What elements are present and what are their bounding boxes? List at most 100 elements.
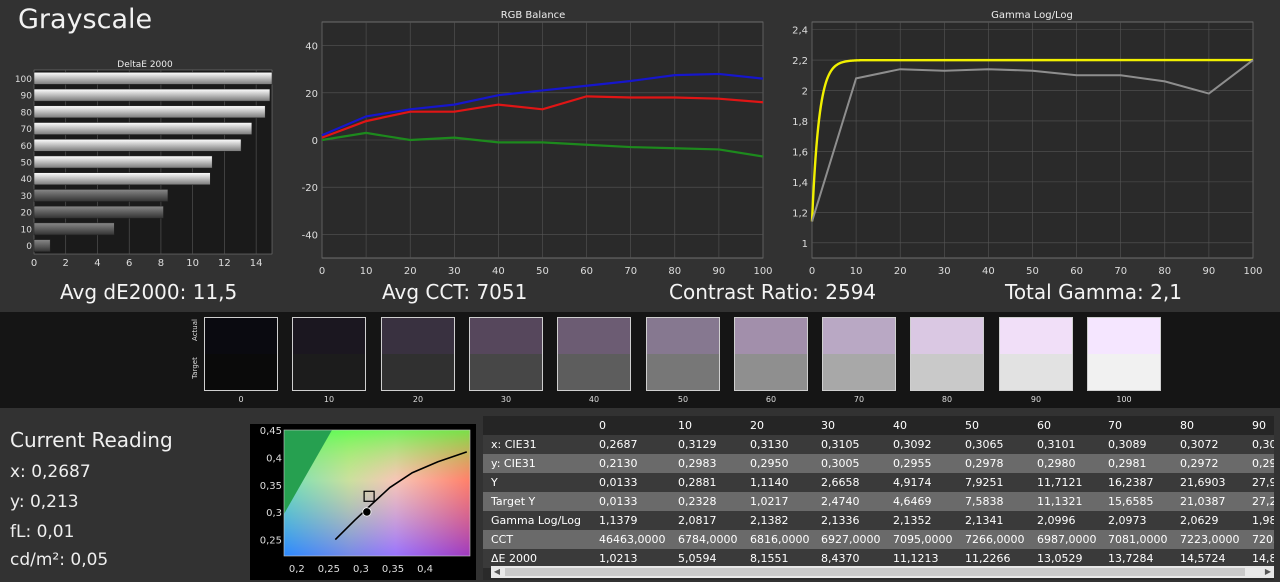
cie-green-region <box>284 430 332 514</box>
column-header: 0 <box>591 416 670 435</box>
table-row: x: CIE31 0,2687 0,3129 0,3130 0,3105 0,3092 0,… <box>483 435 1274 454</box>
y-tick-label: -20 <box>302 183 318 194</box>
table-cell: 1,0213 <box>591 549 670 568</box>
measurement-table: 0102030405060708090100x: CIE310,26870,31… <box>483 416 1274 580</box>
x-tick-label: 0,25 <box>318 564 340 575</box>
table-cell: 11,7121 <box>1029 473 1100 492</box>
column-header: 10 <box>670 416 742 435</box>
table-cell: 46463,0000 <box>591 530 670 549</box>
bar-30 <box>33 189 169 202</box>
y-tick-label: -40 <box>302 230 318 241</box>
x-tick-label: 0,2 <box>289 564 305 575</box>
table-cell: 14,8677 <box>1244 549 1274 568</box>
bar-70 <box>33 122 253 135</box>
table-cell: 0,3092 <box>885 435 957 454</box>
table-cell: 27,9231 <box>1244 473 1274 492</box>
swatch-40 <box>557 317 631 391</box>
table-row: Gamma Log/Log 1,1379 2,0817 2,1382 2,1336 2,1… <box>483 511 1274 530</box>
x-tick-label: 0 <box>809 266 815 277</box>
table-cell: x: CIE31 <box>483 435 591 454</box>
swatch-target <box>205 354 277 390</box>
table-cell: 1,1379 <box>591 511 670 530</box>
scrollbar-thumb[interactable] <box>505 568 1245 576</box>
y-tick-label: 20 <box>305 89 318 100</box>
swatch-target <box>1000 354 1072 390</box>
scroll-left-icon[interactable]: ◀ <box>493 567 501 576</box>
table-cell: 6816,0000 <box>742 530 813 549</box>
x-tick-label: 100 <box>753 266 772 277</box>
table-cell: 2,1382 <box>742 511 813 530</box>
y-tick-label: 1,2 <box>792 208 808 219</box>
x-tick-label: 14 <box>250 258 263 269</box>
swatch-label: 80 <box>941 395 953 404</box>
series-line-green <box>321 131 764 158</box>
table-cell: 0,3105 <box>813 435 885 454</box>
table-cell: Y <box>483 473 591 492</box>
table-cell: 16,2387 <box>1100 473 1172 492</box>
table-cell: 14,5724 <box>1172 549 1244 568</box>
swatch-70 <box>822 317 896 391</box>
swatch-actual <box>647 318 719 354</box>
x-tick-label: 80 <box>668 266 681 277</box>
table-cell: 7223,0000 <box>1172 530 1244 549</box>
x-tick-label: 90 <box>1203 266 1216 277</box>
x-tick-label: 8 <box>158 258 164 269</box>
table-cell: 5,0594 <box>670 549 742 568</box>
table-scrollbar[interactable]: ◀ ▶ <box>491 566 1274 578</box>
swatch-label: 100 <box>1116 395 1132 404</box>
chart-title: Gamma Log/Log <box>991 10 1073 21</box>
y-tick-label: 0 <box>26 242 32 252</box>
x-tick-label: 40 <box>982 266 995 277</box>
swatch-actual <box>1000 318 1072 354</box>
reading-luminance: cd/m²: 0,05 <box>10 550 109 570</box>
contrast-ratio-value: Contrast Ratio: 2594 <box>669 280 877 304</box>
swatch-30 <box>469 317 543 391</box>
table-cell: 2,0629 <box>1172 511 1244 530</box>
column-header: 90 <box>1244 416 1274 435</box>
table-cell: Target Y <box>483 492 591 511</box>
avg-de-value: Avg dE2000: 11,5 <box>60 280 238 304</box>
column-header: 80 <box>1172 416 1244 435</box>
x-tick-label: 60 <box>580 266 593 277</box>
actual-row-label: Actual <box>191 319 199 341</box>
column-header: 70 <box>1100 416 1172 435</box>
x-tick-label: 20 <box>404 266 417 277</box>
swatch-actual <box>911 318 983 354</box>
x-tick-label: 30 <box>448 266 461 277</box>
y-tick-label: 100 <box>15 75 32 85</box>
scroll-right-icon[interactable]: ▶ <box>1264 567 1272 576</box>
swatch-label: 70 <box>853 395 865 404</box>
table-cell: 4,6469 <box>885 492 957 511</box>
swatch-label: 30 <box>500 395 512 404</box>
target-point <box>363 490 375 502</box>
table-cell: 15,6585 <box>1100 492 1172 511</box>
swatch-label: 10 <box>323 395 335 404</box>
table-cell: 7095,0000 <box>885 530 957 549</box>
swatch-10 <box>292 317 366 391</box>
table-row: CCT 46463,0000 6784,0000 6816,0000 6927,0000… <box>483 530 1274 549</box>
x-tick-label: 10 <box>850 266 863 277</box>
y-tick-label: 20 <box>21 209 33 219</box>
reading-fl: fL: 0,01 <box>10 522 75 542</box>
table-cell: 0,3130 <box>742 435 813 454</box>
x-tick-label: 0,4 <box>417 564 433 575</box>
table-cell: 0,3129 <box>670 435 742 454</box>
table-cell: 6987,0000 <box>1029 530 1100 549</box>
measured-point <box>362 507 372 517</box>
x-tick-label: 50 <box>1026 266 1039 277</box>
bar-60 <box>33 139 242 152</box>
bar-40 <box>33 172 211 185</box>
table-cell: 0,2950 <box>742 454 813 473</box>
x-tick-label: 4 <box>94 258 100 269</box>
x-tick-label: 30 <box>938 266 951 277</box>
column-header: 20 <box>742 416 813 435</box>
y-tick-label: 80 <box>21 108 33 118</box>
table-row: Y 0,0133 0,2881 1,1140 2,6658 4,9174 7,9251 11,… <box>483 473 1274 492</box>
table-cell: 0,2980 <box>1029 454 1100 473</box>
table-cell: 2,1352 <box>885 511 957 530</box>
swatch-label: 40 <box>588 395 600 404</box>
swatch-label: 90 <box>1030 395 1042 404</box>
table-cell: 21,0387 <box>1172 492 1244 511</box>
x-tick-label: 0,35 <box>382 564 404 575</box>
swatch-actual <box>382 318 454 354</box>
